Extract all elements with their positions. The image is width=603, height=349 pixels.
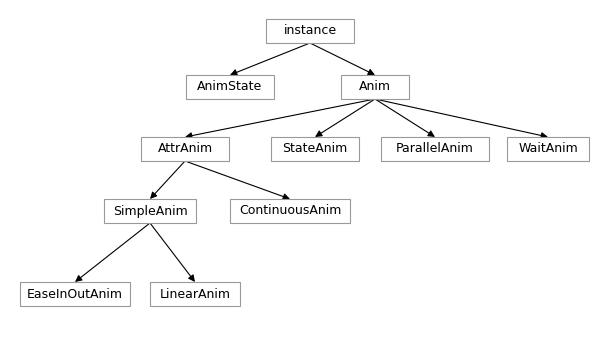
FancyBboxPatch shape [271,137,359,161]
Text: AttrAnim: AttrAnim [157,142,213,156]
FancyBboxPatch shape [104,199,196,223]
Text: StateAnim: StateAnim [282,142,347,156]
FancyBboxPatch shape [186,75,274,99]
Text: EaseInOutAnim: EaseInOutAnim [27,288,123,300]
Text: AnimState: AnimState [197,81,263,94]
Text: SimpleAnim: SimpleAnim [113,205,188,217]
Text: Anim: Anim [359,81,391,94]
FancyBboxPatch shape [381,137,489,161]
Text: ParallelAnim: ParallelAnim [396,142,474,156]
Text: ContinuousAnim: ContinuousAnim [239,205,341,217]
FancyBboxPatch shape [266,19,354,43]
FancyBboxPatch shape [507,137,589,161]
FancyBboxPatch shape [341,75,409,99]
FancyBboxPatch shape [20,282,130,306]
Text: instance: instance [283,24,336,37]
FancyBboxPatch shape [230,199,350,223]
Text: WaitAnim: WaitAnim [518,142,578,156]
FancyBboxPatch shape [141,137,229,161]
FancyBboxPatch shape [150,282,240,306]
Text: LinearAnim: LinearAnim [160,288,230,300]
